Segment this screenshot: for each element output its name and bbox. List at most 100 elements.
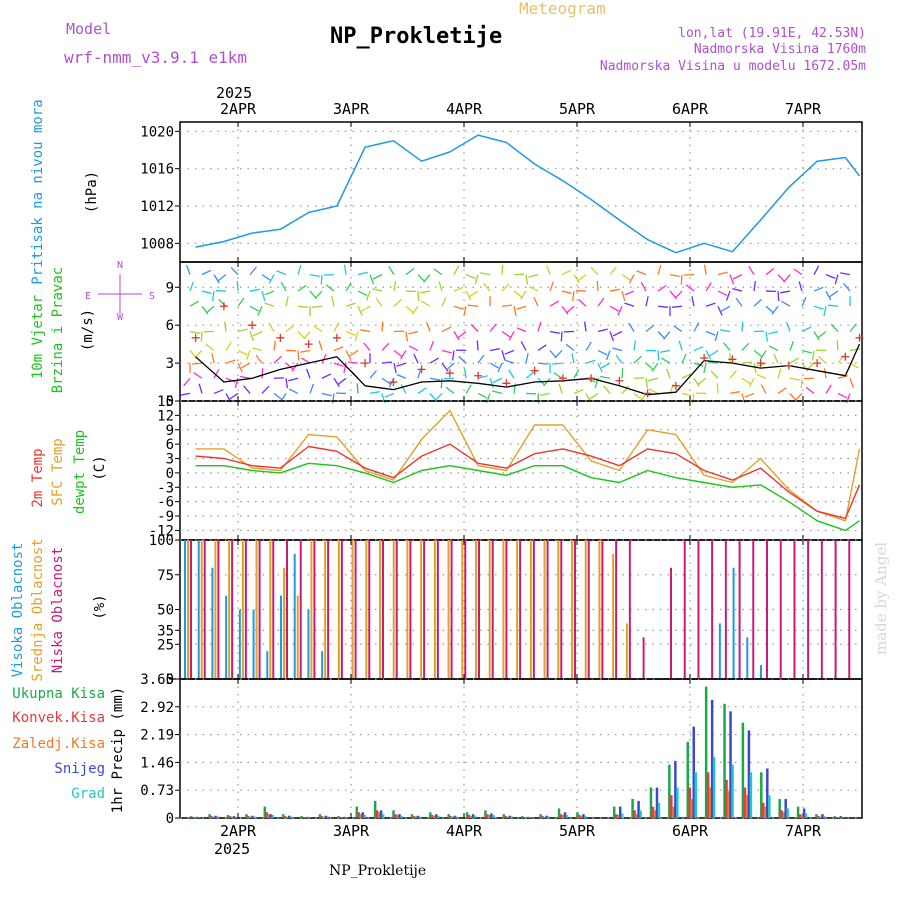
year-label-top: 2025 <box>216 84 252 102</box>
wind-arrow <box>657 284 667 292</box>
wind-arrow <box>828 304 839 307</box>
precip-bar <box>784 798 787 818</box>
ylabel-text: (C) <box>92 455 108 480</box>
wind-arrow <box>180 392 191 396</box>
precip-bar <box>192 817 195 818</box>
gust-marker <box>248 321 257 330</box>
wind-arrow <box>741 321 744 332</box>
wind-arrow <box>537 344 547 351</box>
wind-arrow <box>648 388 659 395</box>
precip-bar <box>723 703 726 818</box>
wind-arrow <box>261 290 266 301</box>
wind-arrow <box>445 386 455 394</box>
precip-bar <box>833 816 837 818</box>
wind-arrow <box>297 264 302 275</box>
precip-bar <box>324 815 328 818</box>
wind-arrow <box>834 274 839 285</box>
wind-arrow <box>765 305 774 314</box>
wind-arrow <box>830 323 839 332</box>
wind-arrow <box>369 391 380 395</box>
y-tick-label: 6 <box>166 318 174 334</box>
precip-bar <box>712 757 716 818</box>
precip-bar <box>545 815 548 818</box>
wind-arrow <box>357 305 363 316</box>
model-elevation-label: Nadmorska Visina u modelu 1672.05m <box>600 59 866 74</box>
wind-arrow <box>288 377 299 382</box>
wind-arrow <box>314 290 323 299</box>
legend-item: Konvek.Kisa <box>12 710 105 726</box>
wind-arrow <box>645 296 649 307</box>
precip-bar <box>725 779 728 818</box>
precip-bar <box>547 816 550 818</box>
ylabel-text: Brzina i Pravac <box>50 267 66 393</box>
wind-arrow <box>345 302 356 307</box>
wind-arrow <box>423 274 431 283</box>
wind-arrow <box>801 326 812 333</box>
precip-bar <box>471 814 475 818</box>
top-day-label: 5APR <box>559 100 596 118</box>
wind-arrow <box>420 290 431 294</box>
wind-arrow <box>789 340 795 351</box>
precip-bar <box>230 816 234 818</box>
wind-arrow <box>237 328 248 333</box>
wind-arrow <box>823 368 827 379</box>
wind-arrow <box>571 290 575 302</box>
precip-bar <box>651 806 655 818</box>
wind-arrow <box>453 286 464 292</box>
precip-bar <box>670 795 673 818</box>
wind-arrow <box>396 362 407 367</box>
precip-bar <box>823 816 826 818</box>
wind-arrow <box>318 340 323 351</box>
wind-arrow <box>516 327 527 333</box>
wind-arrow <box>621 290 626 301</box>
wind-arrow <box>823 306 827 317</box>
precip-bar <box>580 816 583 818</box>
wind-arrow <box>561 269 572 276</box>
wind-arrow <box>381 377 391 385</box>
wind-arrow <box>249 288 260 292</box>
gust-marker <box>502 379 511 388</box>
y-tick-label: 1016 <box>140 162 174 178</box>
top-day-label: 3APR <box>333 100 370 118</box>
wind-arrow <box>393 349 403 358</box>
wind-arrow <box>375 297 383 307</box>
wind-arrow <box>393 281 397 292</box>
wind-arrow <box>657 305 668 308</box>
wind-arrow <box>446 362 455 371</box>
wind-arrow <box>693 322 700 332</box>
bottom-day-label: 5APR <box>559 822 596 840</box>
wind-arrow <box>817 330 827 339</box>
wind-arrow <box>813 265 820 275</box>
wind-arrow <box>440 378 443 389</box>
wind-arrow <box>297 284 307 292</box>
precip-bar <box>194 817 197 818</box>
wind-arrow <box>720 329 731 333</box>
precip-bar <box>251 815 254 818</box>
wind-arrow <box>501 283 510 292</box>
wind-arrow <box>400 350 407 360</box>
y-tick-label: 1020 <box>140 124 174 140</box>
precip-bar <box>694 772 697 818</box>
ylabel-text: Niska Oblacnost <box>50 547 66 673</box>
wind-arrow <box>255 354 263 364</box>
top-day-label: 4APR <box>446 100 483 118</box>
precip-bar <box>326 816 330 818</box>
wind-arrow <box>237 297 245 307</box>
wind-arrow <box>229 392 239 400</box>
gust-marker <box>191 333 200 342</box>
y-tick-label: 100 <box>149 533 174 549</box>
wind-arrow <box>297 305 308 308</box>
gust-marker <box>813 359 822 368</box>
y-tick-label: 3.65 <box>140 672 174 688</box>
wind-arrow <box>193 372 203 379</box>
model-label: Model <box>66 20 111 38</box>
wind-arrow <box>780 300 791 307</box>
wind-arrow <box>533 296 539 307</box>
gust-marker <box>841 352 850 361</box>
wind-arrow <box>717 305 723 316</box>
precip-bar <box>635 814 638 818</box>
wind-arrow <box>732 287 743 292</box>
precip-bar <box>817 816 820 818</box>
wind-arrow <box>230 266 239 276</box>
gust-marker <box>332 333 341 342</box>
